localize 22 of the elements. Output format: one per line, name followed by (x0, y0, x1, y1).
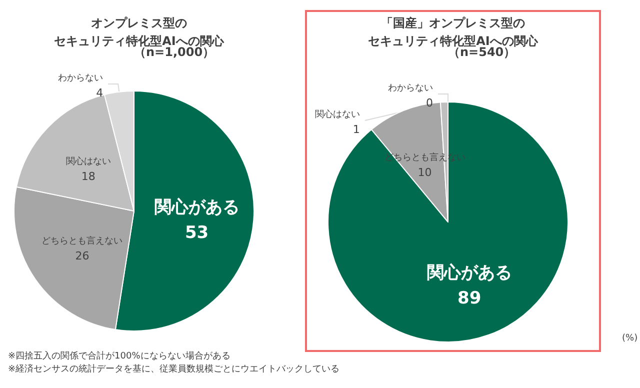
data-label: 18 (81, 170, 96, 184)
category-label: わからない (388, 84, 433, 94)
slice-label: 関心がある (154, 197, 240, 218)
chart-subtitle: セキュリティ特化型AIへの関心 (54, 34, 225, 48)
slice-label: 関心はない (314, 109, 360, 120)
slice-label: 関心がある (426, 262, 512, 283)
data-label: 4 (96, 86, 104, 100)
data-label: 1 (352, 123, 360, 136)
slice-label: わからない (58, 73, 104, 84)
text: ※四捨五入の関係で合計が100%にならない場合がある (8, 350, 230, 362)
data-label: 10 (418, 166, 432, 179)
slice-label: どちらとも言えない (42, 235, 123, 246)
slice-label: 関心はない (66, 156, 111, 168)
data-label: 53 (184, 222, 209, 243)
chart-subtitle: セキュリティ特化型AIへの関心 (368, 34, 539, 48)
chart-title: オンプレミス型の (91, 16, 187, 30)
text: (%) (622, 334, 638, 344)
text: 0 (426, 96, 433, 110)
data-label: 89 (458, 288, 482, 308)
text: ※経済センサスの統計データを基に、従業員数規模ごとにウエイトバックしている (8, 364, 340, 374)
data-label: 26 (75, 249, 90, 262)
chart-title: 「国産」オンプレミス型の (381, 16, 525, 30)
